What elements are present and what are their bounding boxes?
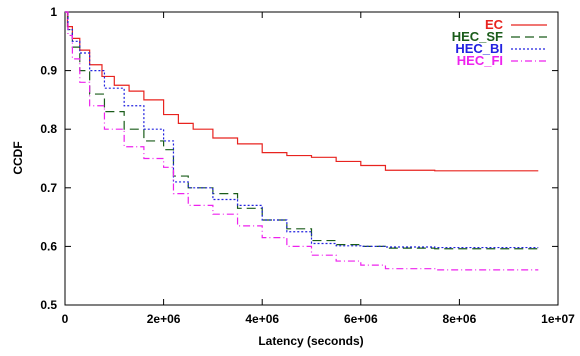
legend-label: EC bbox=[485, 17, 504, 32]
legend-label: HEC_SF bbox=[452, 29, 503, 44]
x-axis-title: Latency (seconds) bbox=[258, 334, 363, 348]
y-tick-label: 0.6 bbox=[40, 239, 57, 253]
x-tick-label: 0 bbox=[62, 312, 69, 326]
x-tick-label: 1e+07 bbox=[541, 312, 575, 326]
y-tick-label: 1 bbox=[50, 5, 57, 19]
x-tick-label: 6e+06 bbox=[344, 312, 378, 326]
x-tick-label: 8e+06 bbox=[443, 312, 477, 326]
y-tick-label: 0.8 bbox=[40, 122, 57, 136]
y-axis-title: CCDF bbox=[11, 141, 25, 174]
y-tick-label: 0.9 bbox=[40, 64, 57, 78]
series-line-hec-sf bbox=[65, 11, 539, 250]
legend-label: HEC_BI bbox=[455, 41, 503, 56]
x-tick-label: 2e+06 bbox=[147, 312, 181, 326]
y-tick-label: 0.7 bbox=[40, 181, 57, 195]
y-tick-label: 0.5 bbox=[40, 298, 57, 312]
series-lines bbox=[65, 11, 539, 271]
series-line-hec-bi bbox=[65, 11, 539, 249]
x-axis: 0 2e+06 4e+06 6e+06 8e+06 1e+07 bbox=[62, 12, 575, 326]
legend-label: HEC_FI bbox=[457, 53, 503, 68]
series-line-hec-fi bbox=[65, 11, 539, 271]
series-line-ec bbox=[65, 11, 539, 172]
x-tick-label: 4e+06 bbox=[245, 312, 279, 326]
